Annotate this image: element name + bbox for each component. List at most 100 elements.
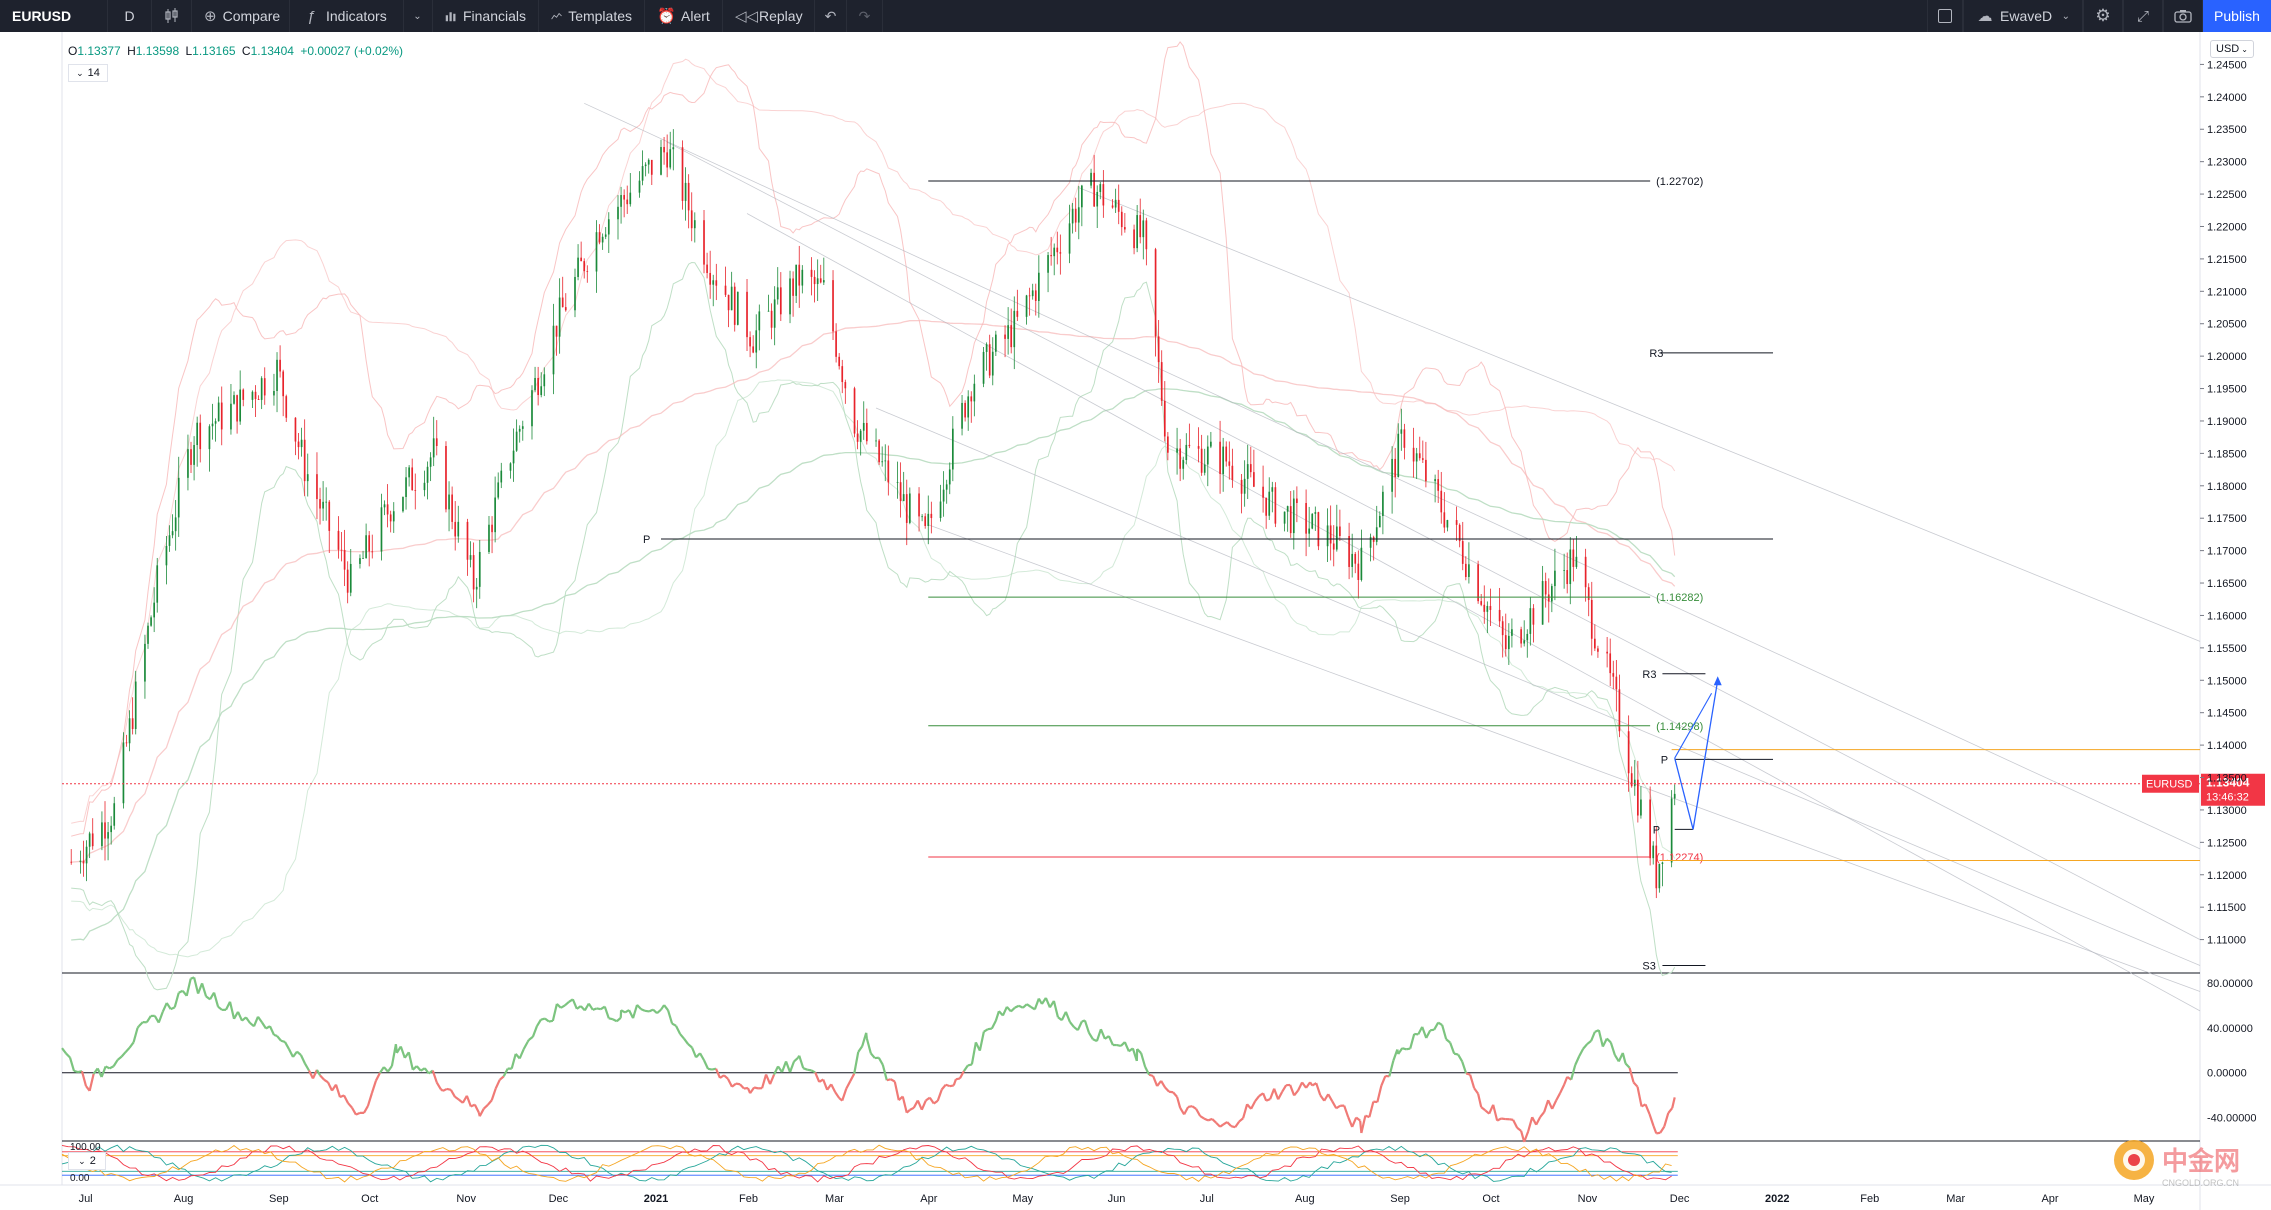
oscillator-segment [548, 1019, 554, 1023]
oscillator-segment [1582, 1043, 1589, 1050]
oscillator-segment [1539, 1111, 1546, 1118]
oscillator-segment [699, 1052, 705, 1061]
trend-channel-line[interactable] [666, 141, 2201, 940]
candle-body [500, 470, 503, 483]
undo-button[interactable]: ↶ [815, 0, 847, 32]
layout-name-button[interactable]: ☁ EwaveD ⌄ [1963, 0, 2083, 32]
time-tick-label: Aug [1295, 1193, 1315, 1205]
trend-channel-line[interactable] [1078, 187, 2201, 642]
settings-button[interactable]: ⚙ [2083, 0, 2123, 32]
oscillator-segment [88, 1073, 95, 1092]
candle-body [1050, 255, 1052, 257]
layout-button[interactable] [1927, 0, 1963, 32]
candle-body [91, 833, 94, 847]
candle-body [939, 501, 942, 519]
candle-body [1440, 490, 1443, 513]
trend-channel-line[interactable] [746, 213, 2201, 1012]
oscillator-segment [296, 1050, 302, 1056]
candle-body [1308, 528, 1311, 534]
oscillator-segment [1343, 1105, 1350, 1118]
candle-body [276, 359, 278, 392]
candle-body [1262, 486, 1264, 498]
candle-body [282, 371, 285, 397]
candle-body [638, 180, 641, 193]
snapshot-button[interactable] [2163, 0, 2203, 32]
candle-body [1296, 498, 1298, 504]
bar-style-button[interactable] [152, 0, 192, 32]
templates-icon [551, 12, 562, 20]
candle-body [79, 860, 82, 863]
candle-body [1200, 448, 1203, 473]
oscillator-segment [869, 1052, 876, 1059]
oscillator-segment [109, 1065, 115, 1070]
oscillator-segment [906, 1109, 911, 1114]
trend-channel-line[interactable] [928, 524, 2201, 992]
level-label: R3 [1649, 348, 1663, 360]
fullscreen-button[interactable]: ⤢ [2123, 0, 2163, 32]
indicators-dropdown-button[interactable]: ⌄ [403, 0, 433, 32]
oscillator-segment [132, 1027, 139, 1043]
oscillator-segment [881, 1064, 888, 1081]
candle-body [715, 280, 718, 286]
oscillator-segment [510, 1053, 517, 1069]
candle-body [1034, 290, 1037, 301]
oscillator-segment [268, 1025, 275, 1036]
indicators-button[interactable]: ƒ Indicators [290, 0, 404, 32]
candle-body [131, 718, 134, 730]
oscillator-segment [77, 1070, 83, 1074]
oscillator-segment [788, 1061, 796, 1073]
redo-button[interactable]: ↷ [847, 0, 883, 32]
oscillator-segment [1667, 1107, 1674, 1114]
candle-body [564, 307, 567, 311]
currency-select[interactable]: USD ⌄ [2210, 40, 2254, 58]
lower-indicators-count: 2 [89, 1155, 96, 1167]
left-drawing-toolbar[interactable] [0, 32, 62, 1210]
oscillator-segment [890, 1078, 896, 1083]
projection-path[interactable] [1674, 692, 1713, 759]
templates-button[interactable]: Templates [539, 0, 645, 32]
candle-body [242, 389, 245, 400]
candle-body [1117, 199, 1120, 212]
symbol-search-button[interactable]: EURUSD [0, 0, 108, 32]
candle-body [1025, 295, 1028, 317]
trend-channel-line[interactable] [875, 407, 2201, 966]
oscillator-segment [841, 1088, 848, 1101]
time-tick-label: Nov [456, 1193, 476, 1205]
candle-body [386, 504, 389, 515]
oscillator-segment [1609, 1042, 1616, 1056]
oscillator-segment [656, 1008, 662, 1014]
alert-button[interactable]: ⏰ Alert [645, 0, 723, 32]
candle-body [1007, 325, 1009, 339]
replay-button[interactable]: ◁◁ Replay [723, 0, 815, 32]
level-label: P [1661, 754, 1668, 766]
candle-body [924, 516, 927, 526]
indicators-toggle-button[interactable]: ⌄ 14 [68, 64, 108, 82]
oscillator-segment [292, 1050, 298, 1058]
svg-text:CNGOLD.ORG.CN: CNGOLD.ORG.CN [2162, 1178, 2239, 1188]
level-label: S3 [1642, 961, 1655, 973]
oscillator-segment [1355, 1116, 1361, 1122]
indicators-count: 14 [87, 67, 100, 79]
candle-body [1136, 215, 1138, 249]
lower-indicators-toggle-button[interactable]: ⌄ 2 [68, 1152, 106, 1170]
projection-path[interactable] [1674, 680, 1719, 830]
publish-button[interactable]: Publish [2203, 0, 2271, 32]
oscillator-segment [1265, 1098, 1271, 1102]
financials-button[interactable]: Financials [433, 0, 539, 32]
compare-button[interactable]: ⊕ Compare [192, 0, 290, 32]
oscillator-segment [478, 1108, 485, 1117]
oscillator-segment [470, 1103, 476, 1108]
oscillator-segment [834, 1091, 841, 1099]
oscillator-segment [1144, 1066, 1151, 1076]
candle-body [1124, 227, 1126, 230]
oscillator-segment [339, 1094, 345, 1099]
candle-body [233, 395, 235, 404]
candle-body [951, 428, 954, 470]
interval-button[interactable]: D [108, 0, 152, 32]
fx-icon: ƒ [306, 7, 316, 25]
candle-body [574, 276, 576, 311]
oscillator-segment [765, 1074, 772, 1085]
oscillator-segment [652, 1008, 658, 1014]
oscillator-segment [273, 1033, 278, 1037]
